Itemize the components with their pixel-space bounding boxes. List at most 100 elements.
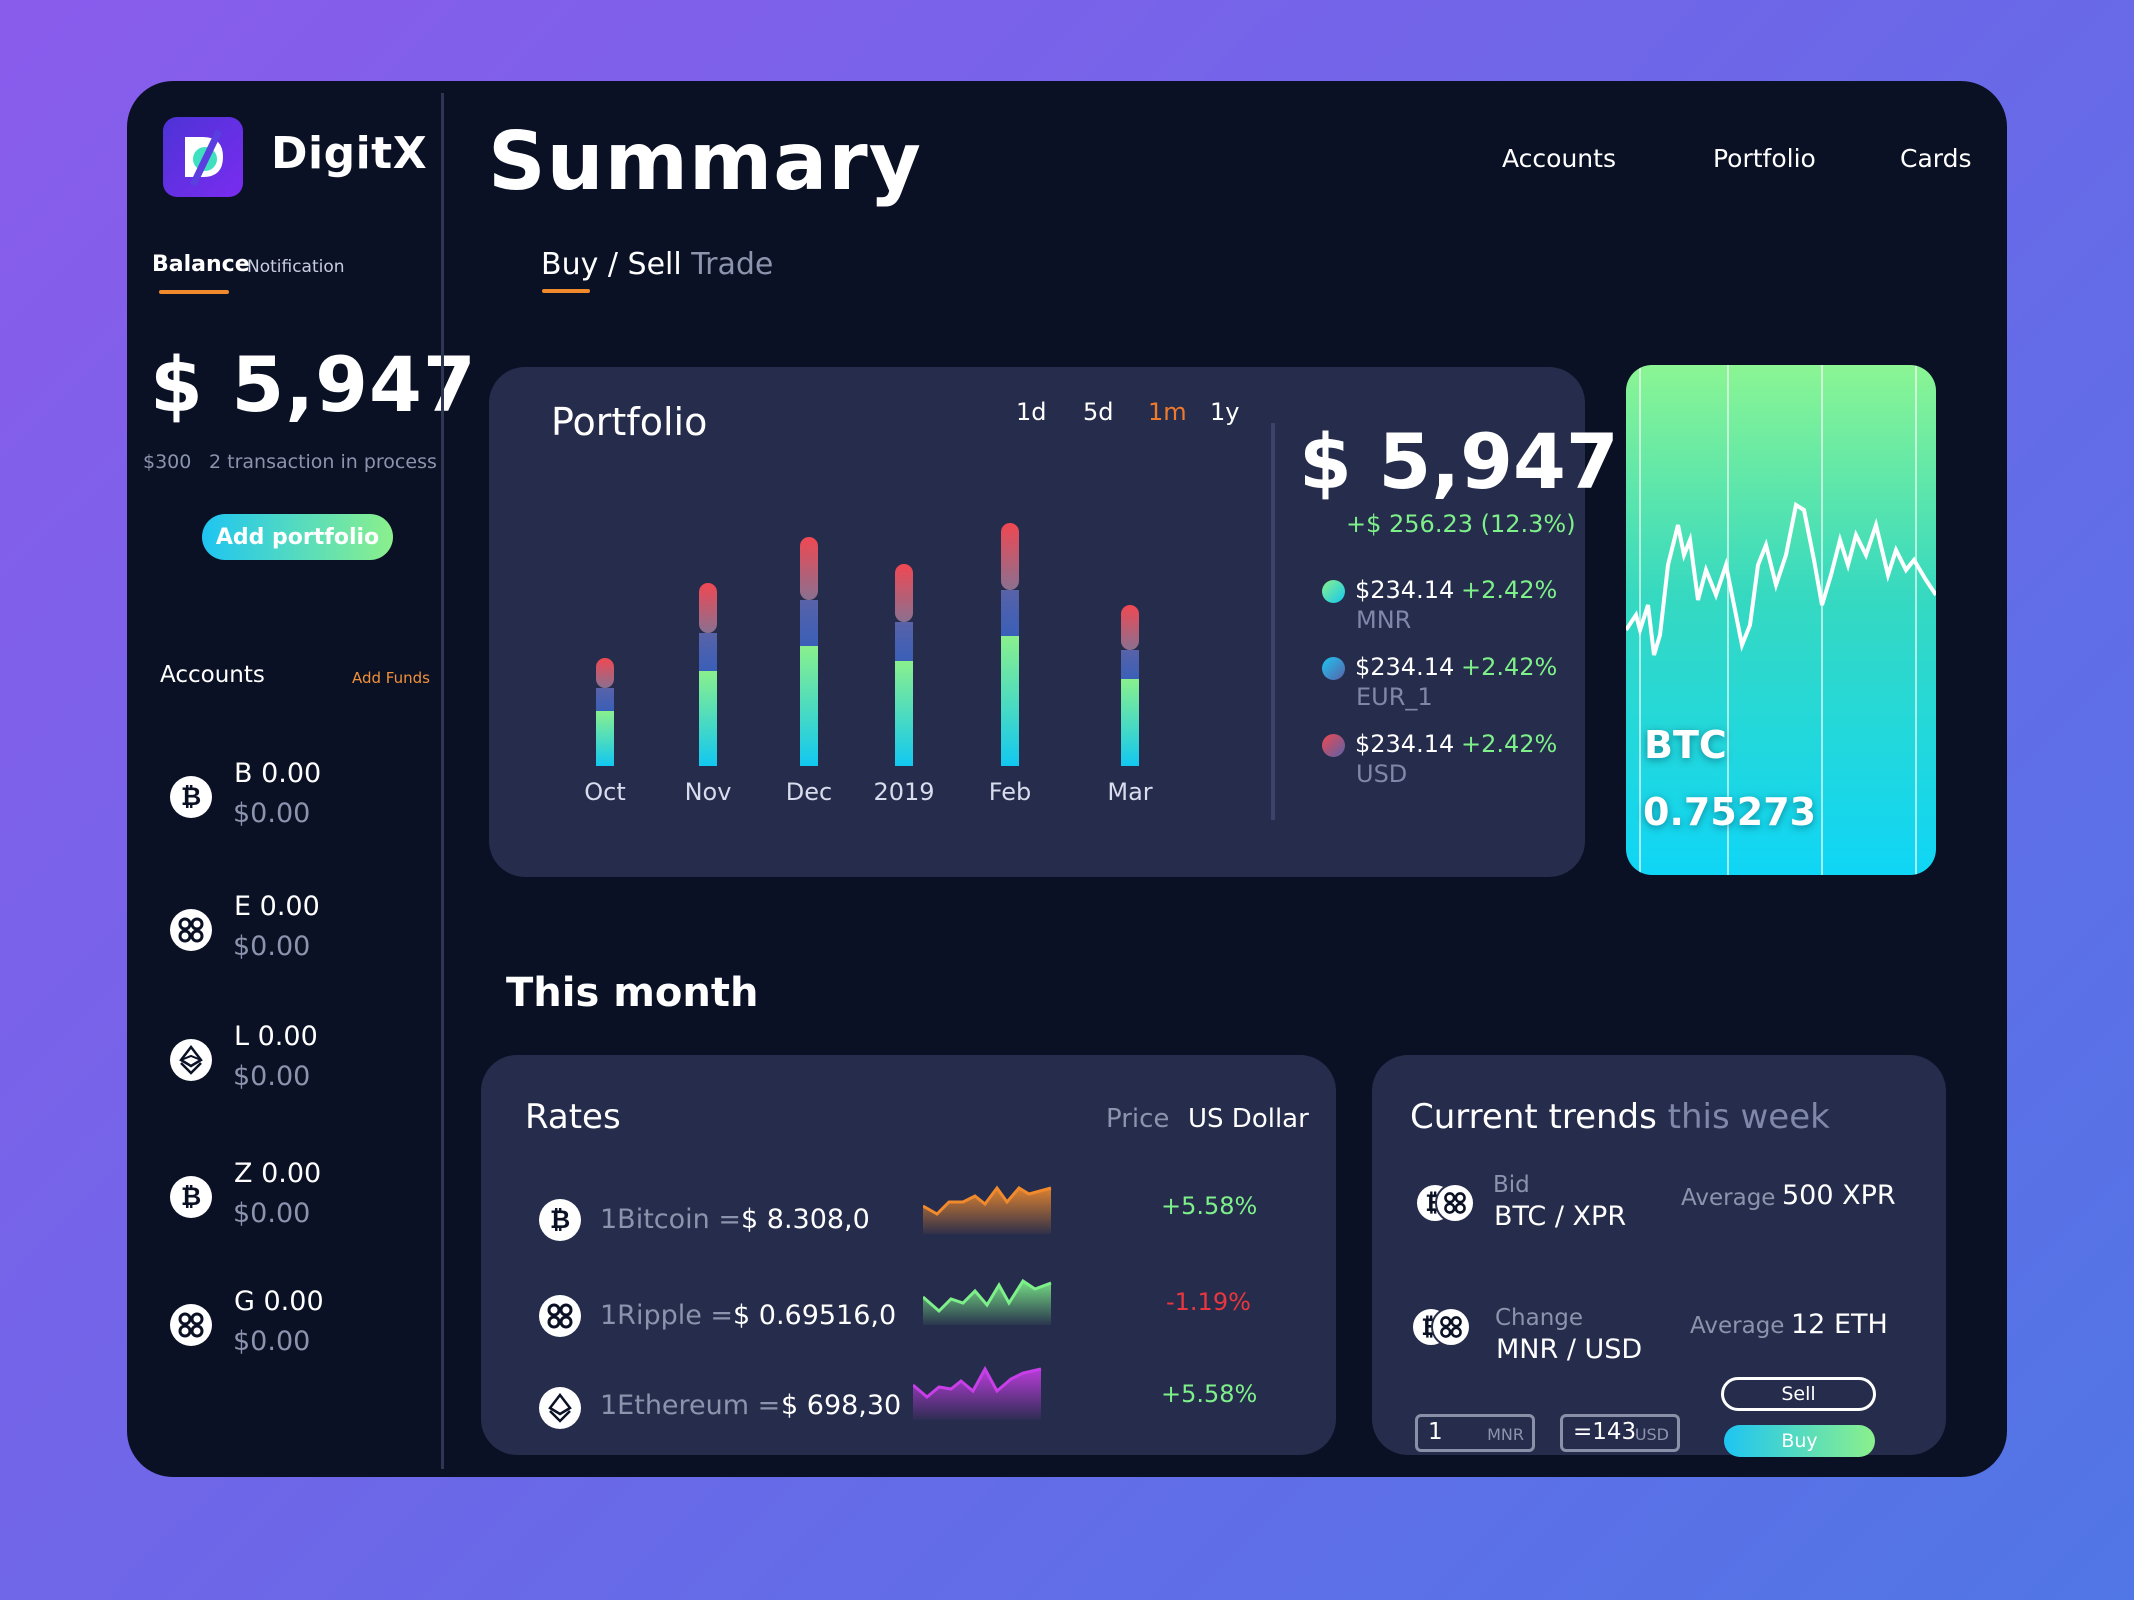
account-value: $0.00 [233,798,311,829]
btc-card[interactable]: BTC 0.75273 [1626,365,1936,875]
portfolio-change: +$ 256.23 (12.3%) [1346,510,1576,538]
add-funds-link[interactable]: Add Funds [352,669,430,687]
account-value: $0.00 [233,1326,311,1357]
legend-value: $234.14 [1355,730,1455,758]
rates-title: Rates [525,1097,621,1137]
trend-label: Change [1495,1305,1584,1331]
account-value: $0.00 [233,1061,311,1092]
tab-balance[interactable]: Balance [152,252,250,277]
converted-unit: USD [1634,1425,1669,1444]
bar-segment-usd [699,583,717,633]
btc-label: BTC [1644,723,1727,767]
price-label: Price [1106,1104,1170,1134]
nav-accounts[interactable]: Accounts [1502,144,1616,173]
bar-segment-eur [596,688,614,711]
bitcoin-icon: ₿ [170,776,212,818]
trends-title: Current trends this week [1410,1097,1830,1137]
portfolio-divider [1271,423,1275,820]
trend-pair: MNR / USD [1496,1334,1643,1365]
ripple-icon [1431,1307,1471,1347]
rate-change: +5.58% [1161,1192,1258,1220]
x-tick-label: Dec [786,778,832,806]
balance-amount: $ 5,947 [150,340,477,429]
period-1y[interactable]: 1y [1210,398,1240,426]
legend-pct: +2.42% [1461,653,1558,681]
account-name: G 0.00 [234,1286,324,1317]
bitcoin-icon: ₿ [170,1176,212,1218]
amount-input[interactable]: 1 MNR [1415,1414,1535,1452]
bar-segment-usd [800,537,818,600]
currency-select[interactable]: US Dollar [1188,1104,1309,1134]
account-item[interactable]: ₿ B 0.00 $0.00 [170,758,430,854]
period-1m[interactable]: 1m [1148,398,1187,426]
ethereum-icon [170,1039,212,1081]
account-item[interactable]: E 0.00 $0.00 [170,891,430,987]
bar-segment-eur [1001,590,1019,636]
bar-segment-mnr [1121,678,1139,766]
bar-segment-mnr [895,660,913,766]
buy-button[interactable]: Buy [1724,1425,1875,1457]
bar-segment-mnr [1001,635,1019,766]
x-tick-label: 2019 [873,778,934,806]
bitcoin-rate-sparkline [923,1185,1052,1234]
ripple-icon [539,1295,581,1337]
rate-change: +5.58% [1161,1380,1258,1408]
brand-logo [163,117,243,197]
converted-value: =143 [1573,1419,1637,1445]
trend-avg-label: Average [1690,1313,1785,1339]
tab-notification[interactable]: Notification [247,257,345,277]
trends-card [1372,1055,1946,1455]
bar-segment-usd [1001,523,1019,590]
account-name: E 0.00 [234,891,320,922]
bar-segment-eur [895,622,913,661]
nav-portfolio[interactable]: Portfolio [1713,144,1816,173]
subtab-trade[interactable]: Trade [691,247,774,282]
trends-title-text: Current trends [1410,1097,1657,1137]
legend-dot-eur [1322,657,1345,680]
portfolio-amount: $ 5,947 [1299,417,1619,506]
amount-unit: MNR [1487,1425,1524,1444]
legend-value: $234.14 [1355,653,1455,681]
pending-transactions: 2 transaction in process [209,451,437,473]
trend-avg: 12 ETH [1791,1309,1888,1340]
trend-avg: 500 XPR [1782,1180,1896,1211]
trends-subtitle: this week [1667,1097,1830,1137]
bar-mar[interactable] [1121,605,1139,766]
bar-nov[interactable] [699,583,717,766]
add-portfolio-button[interactable]: Add portfolio [202,514,393,560]
bar-segment-usd [1121,605,1139,650]
subtab-buy-sell[interactable]: Buy / Sell [541,247,682,282]
bar-segment-mnr [800,645,818,766]
account-item[interactable]: ₿ Z 0.00 $0.00 [170,1158,430,1254]
rate-price: $ 8.308,0 [741,1204,870,1235]
account-item[interactable]: G 0.00 $0.00 [170,1286,430,1382]
legend-name: EUR_1 [1356,683,1433,711]
account-name: Z 0.00 [234,1158,322,1189]
bar-segment-usd [596,658,614,688]
account-value: $0.00 [233,931,311,962]
btc-sparkline [1626,365,1936,875]
legend-pct: +2.42% [1461,730,1558,758]
legend-dot-mnr [1322,580,1345,603]
portfolio-bar-chart: Oct Nov Dec 2019 Feb Mar [584,523,1153,806]
bar-2019[interactable] [895,564,913,766]
nav-cards[interactable]: Cards [1900,144,1972,173]
bar-oct[interactable] [596,658,614,766]
account-item[interactable]: L 0.00 $0.00 [170,1021,430,1117]
rates-card [481,1055,1336,1455]
converted-input[interactable]: =143 USD [1560,1414,1680,1452]
subtab-active-underline [542,289,590,293]
ripple-rate-sparkline [923,1278,1052,1325]
pending-amount: $300 [143,451,192,473]
x-tick-label: Nov [685,778,732,806]
period-5d[interactable]: 5d [1083,398,1114,426]
rate-price: $ 698,30 [781,1390,902,1421]
bar-dec[interactable] [800,537,818,766]
account-value: $0.00 [233,1198,311,1229]
rate-name: 1Ethereum = [600,1390,781,1421]
logo-icon [185,129,223,187]
sell-button[interactable]: Sell [1721,1377,1876,1411]
bar-feb[interactable] [1001,523,1019,766]
period-1d[interactable]: 1d [1016,398,1047,426]
legend-name: MNR [1356,606,1412,634]
